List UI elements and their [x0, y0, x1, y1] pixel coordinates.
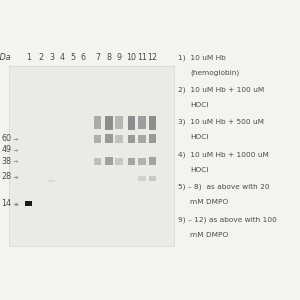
Bar	[105, 157, 112, 166]
Bar	[115, 116, 123, 129]
Text: mM DMPO: mM DMPO	[190, 232, 229, 238]
Text: 49: 49	[2, 145, 12, 154]
Text: 11: 11	[137, 52, 147, 62]
Text: 9) – 12) as above with 100: 9) – 12) as above with 100	[178, 216, 278, 223]
Text: HOCl: HOCl	[190, 167, 209, 173]
Text: 10: 10	[126, 52, 136, 62]
Text: 3)  10 uM Hb + 500 uM: 3) 10 uM Hb + 500 uM	[178, 119, 265, 125]
Bar	[148, 158, 156, 165]
Text: 38: 38	[2, 157, 12, 166]
Bar	[148, 116, 156, 130]
Text: 14: 14	[2, 199, 12, 208]
Bar	[128, 116, 135, 130]
Text: mM DMPO: mM DMPO	[190, 199, 229, 205]
Text: 2: 2	[38, 52, 43, 62]
Bar	[105, 134, 112, 143]
Bar	[148, 134, 156, 143]
Text: 4)  10 uM Hb + 1000 uM: 4) 10 uM Hb + 1000 uM	[178, 151, 269, 158]
Text: 1: 1	[26, 52, 31, 62]
Text: 6: 6	[81, 52, 85, 62]
Bar	[138, 135, 146, 143]
Text: HOCl: HOCl	[190, 102, 209, 108]
Bar	[105, 116, 112, 130]
Text: HOCl: HOCl	[190, 134, 209, 140]
Bar	[94, 116, 101, 129]
Bar	[128, 135, 135, 143]
Text: 1)  10 uM Hb: 1) 10 uM Hb	[178, 54, 226, 61]
Text: 9: 9	[116, 52, 122, 62]
Bar	[148, 176, 156, 181]
Bar	[115, 158, 123, 165]
Text: kDa: kDa	[0, 52, 11, 62]
Text: 28: 28	[2, 172, 12, 181]
Bar	[138, 116, 146, 129]
Bar	[9, 66, 174, 246]
Text: 8: 8	[106, 52, 111, 62]
Text: 3: 3	[49, 52, 54, 62]
Text: 7: 7	[95, 52, 100, 62]
Text: 4: 4	[60, 52, 64, 62]
Text: (hemoglobin): (hemoglobin)	[190, 70, 240, 76]
Text: 5: 5	[70, 52, 75, 62]
Bar	[115, 135, 123, 143]
Bar	[138, 176, 146, 181]
Text: 5) – 8)  as above with 20: 5) – 8) as above with 20	[178, 184, 270, 190]
Bar	[94, 158, 101, 165]
Text: 60: 60	[2, 134, 12, 143]
Text: 12: 12	[147, 52, 158, 62]
Bar	[48, 180, 56, 182]
Bar	[138, 158, 146, 165]
Text: 2)  10 uM Hb + 100 uM: 2) 10 uM Hb + 100 uM	[178, 86, 265, 93]
Bar	[94, 135, 101, 143]
Bar	[25, 202, 32, 206]
Bar	[128, 158, 135, 165]
